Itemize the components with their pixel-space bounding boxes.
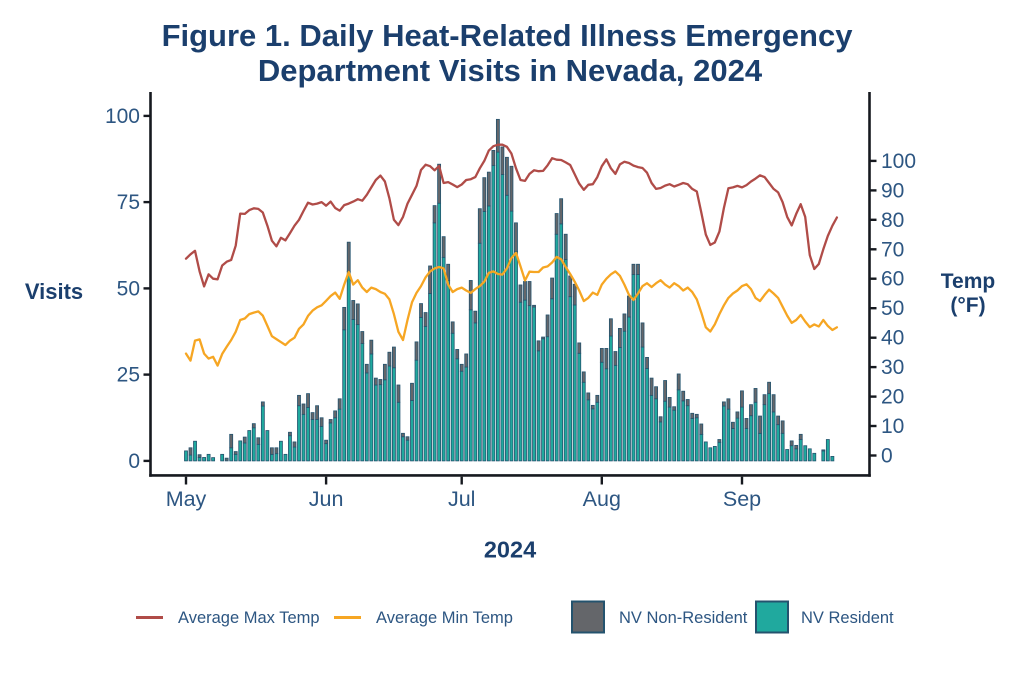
svg-text:Department Visits in Nevada, 2: Department Visits in Nevada, 2024 — [258, 53, 763, 88]
svg-text:30: 30 — [881, 356, 904, 379]
svg-text:0: 0 — [128, 450, 140, 473]
svg-text:100: 100 — [105, 105, 140, 128]
svg-text:2024: 2024 — [484, 537, 536, 563]
svg-text:Figure 1. Daily Heat-Related I: Figure 1. Daily Heat-Related Illness Eme… — [162, 18, 854, 53]
svg-text:10: 10 — [881, 415, 904, 438]
svg-text:50: 50 — [881, 297, 904, 320]
svg-text:Jul: Jul — [448, 487, 475, 511]
svg-text:50: 50 — [117, 277, 140, 300]
svg-text:NV Non-Resident: NV Non-Resident — [619, 609, 748, 627]
svg-text:90: 90 — [881, 179, 904, 202]
svg-text:100: 100 — [881, 150, 916, 173]
svg-text:Jun: Jun — [309, 487, 344, 511]
svg-text:May: May — [166, 487, 207, 511]
svg-text:Sep: Sep — [723, 487, 761, 511]
svg-text:0: 0 — [881, 445, 893, 468]
svg-text:NV Resident: NV Resident — [801, 609, 894, 627]
svg-text:75: 75 — [117, 191, 140, 214]
svg-text:Temp: Temp — [941, 270, 995, 293]
svg-text:40: 40 — [881, 327, 904, 350]
svg-text:25: 25 — [117, 364, 140, 387]
svg-text:Aug: Aug — [583, 487, 621, 511]
svg-text:20: 20 — [881, 386, 904, 409]
svg-text:Average Max Temp: Average Max Temp — [178, 609, 320, 627]
svg-text:80: 80 — [881, 209, 904, 232]
svg-text:(°F): (°F) — [950, 294, 985, 317]
svg-text:Average Min Temp: Average Min Temp — [376, 609, 513, 627]
svg-text:60: 60 — [881, 268, 904, 291]
svg-text:70: 70 — [881, 238, 904, 261]
svg-text:Visits: Visits — [25, 279, 83, 304]
